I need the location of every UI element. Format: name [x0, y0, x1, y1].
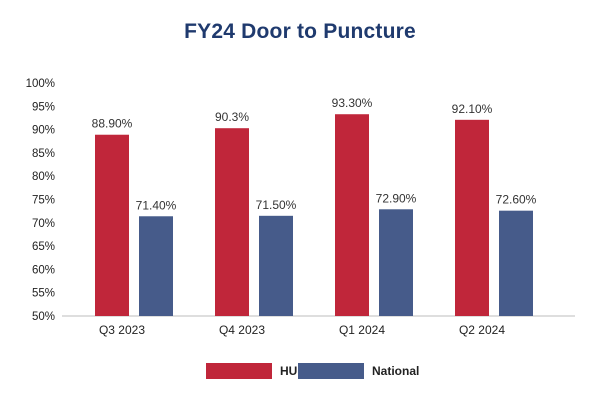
y-tick-label: 70% — [32, 218, 55, 230]
y-axis: 50% 55% 60% 65% 70% 75% 80% 85% 90% 95% 100% — [26, 78, 55, 323]
data-label-national: 71.50% — [256, 198, 297, 212]
y-tick-label: 95% — [32, 101, 55, 113]
bar-national — [259, 215, 293, 316]
data-label-national: 72.60% — [496, 193, 537, 207]
chart-title: FY24 Door to Puncture — [184, 20, 416, 43]
bar-national — [379, 209, 413, 316]
y-tick-label: 85% — [32, 148, 55, 160]
legend-swatch-hup — [206, 363, 272, 379]
legend-item-national: National — [298, 361, 419, 381]
y-tick-label: 90% — [32, 125, 55, 137]
legend-swatch-national — [298, 363, 364, 379]
x-tick-label: Q2 2024 — [459, 323, 505, 337]
data-label-national: 72.90% — [376, 191, 417, 205]
y-tick-label: 65% — [32, 241, 55, 253]
bar-national — [139, 216, 173, 316]
x-tick-label: Q4 2023 — [219, 323, 265, 337]
legend: HUP National — [0, 361, 600, 381]
bar-hup — [215, 128, 249, 316]
y-tick-label: 80% — [32, 171, 55, 183]
y-tick-label: 75% — [32, 195, 55, 207]
data-label-national: 71.40% — [136, 198, 177, 212]
legend-item-hup: HUP — [206, 361, 305, 381]
data-labels-group: 88.90% 90.3% 93.30% 92.10% 71.40% 71.50% 72.90… — [92, 96, 537, 212]
y-tick-label: 100% — [26, 78, 55, 90]
y-tick-label: 55% — [32, 288, 55, 300]
y-tick-label: 50% — [32, 311, 55, 323]
legend-label-national: National — [372, 364, 420, 378]
data-label-hup: 93.30% — [332, 96, 373, 110]
x-tick-label: Q3 2023 — [99, 323, 145, 337]
bar-hup — [455, 119, 489, 317]
y-tick-label: 60% — [32, 264, 55, 276]
x-axis: Q3 2023 Q4 2023 Q1 2024 Q2 2024 — [62, 315, 575, 337]
bar-hup — [95, 134, 129, 316]
bars-group — [95, 114, 533, 317]
x-tick-label: Q1 2024 — [339, 323, 385, 337]
data-label-hup: 92.10% — [452, 102, 493, 116]
bar-national — [499, 210, 533, 316]
data-label-hup: 88.90% — [92, 117, 133, 131]
bar-hup — [335, 114, 369, 316]
data-label-hup: 90.3% — [215, 110, 249, 124]
